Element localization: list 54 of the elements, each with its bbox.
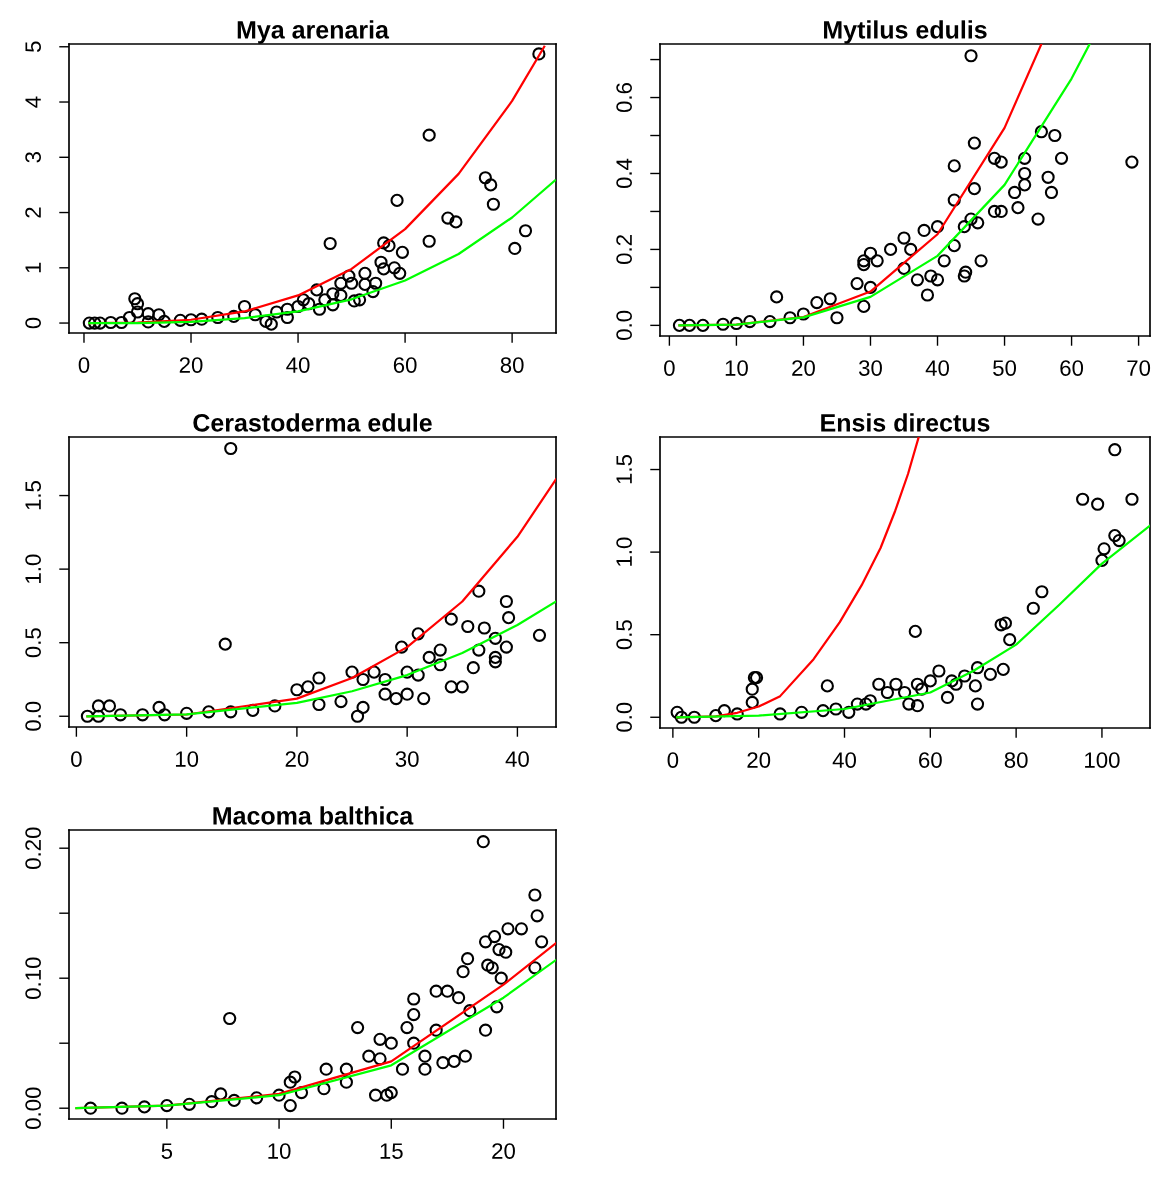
chart-title: Mya arenaria [237, 20, 390, 44]
x-tick-label: 30 [395, 751, 419, 767]
x-tick-label: 10 [175, 751, 199, 767]
x-tick-label: 20 [747, 752, 771, 768]
x-tick-label: 40 [832, 752, 856, 768]
y-tick-label: 1 [25, 262, 41, 273]
x-tick-label: 80 [1004, 752, 1028, 768]
x-tick-label: 10 [268, 1143, 291, 1159]
y-tick-label: 1.5 [616, 455, 632, 484]
y-tick-label: 0.0 [616, 702, 632, 732]
y-tick-label: 0.4 [616, 158, 632, 189]
y-tick-label: 0.5 [25, 628, 41, 658]
x-tick-label: 20 [792, 360, 815, 376]
y-tick-label: 0.2 [616, 235, 632, 264]
y-tick-label: 1.5 [25, 481, 41, 510]
y-tick-label: 2 [25, 207, 41, 218]
chart-title: Ensis directus [821, 413, 990, 432]
x-tick-label: 60 [919, 752, 942, 768]
y-tick-label: 0.10 [25, 957, 41, 999]
y-tick-label: 3 [25, 152, 41, 163]
chart-title: Mytilus edulis [824, 20, 987, 44]
x-tick-label: 70 [1127, 360, 1151, 376]
x-tick-label: 80 [500, 357, 524, 373]
y-tick-label: 0.20 [25, 827, 41, 869]
x-tick-label: 60 [393, 357, 417, 373]
y-tick-label: 4 [25, 96, 41, 108]
x-tick-label: 15 [380, 1143, 403, 1159]
x-tick-label: 20 [285, 751, 309, 767]
y-tick-label: 1.0 [616, 537, 632, 566]
x-tick-label: 40 [925, 360, 949, 376]
x-tick-label: 0 [78, 357, 90, 373]
x-tick-label: 60 [1060, 360, 1084, 376]
x-tick-label: 20 [179, 357, 203, 373]
x-tick-label: 40 [286, 357, 310, 373]
x-tick-label: 0 [71, 751, 82, 767]
y-tick-label: 0.0 [25, 701, 41, 731]
y-tick-label: 1.0 [25, 554, 41, 583]
y-tick-label: 0.6 [616, 83, 632, 113]
chart-title: Macoma balthica [213, 806, 414, 825]
y-tick-label: 0.00 [25, 1087, 41, 1129]
chart-title: Cerastoderma edule [193, 413, 432, 432]
x-tick-label: 100 [1085, 752, 1120, 768]
x-tick-label: 50 [993, 360, 1017, 376]
y-tick-label: 0.0 [616, 310, 632, 340]
x-tick-label: 5 [161, 1143, 173, 1159]
x-tick-label: 20 [492, 1143, 515, 1159]
x-tick-label: 30 [858, 360, 882, 376]
x-tick-label: 0 [667, 752, 679, 768]
x-tick-label: 0 [664, 360, 675, 376]
x-tick-label: 10 [725, 360, 748, 376]
x-tick-label: 40 [505, 751, 529, 767]
y-tick-label: 5 [25, 41, 41, 53]
y-tick-label: 0 [25, 317, 41, 329]
y-tick-label: 0.5 [616, 620, 632, 650]
